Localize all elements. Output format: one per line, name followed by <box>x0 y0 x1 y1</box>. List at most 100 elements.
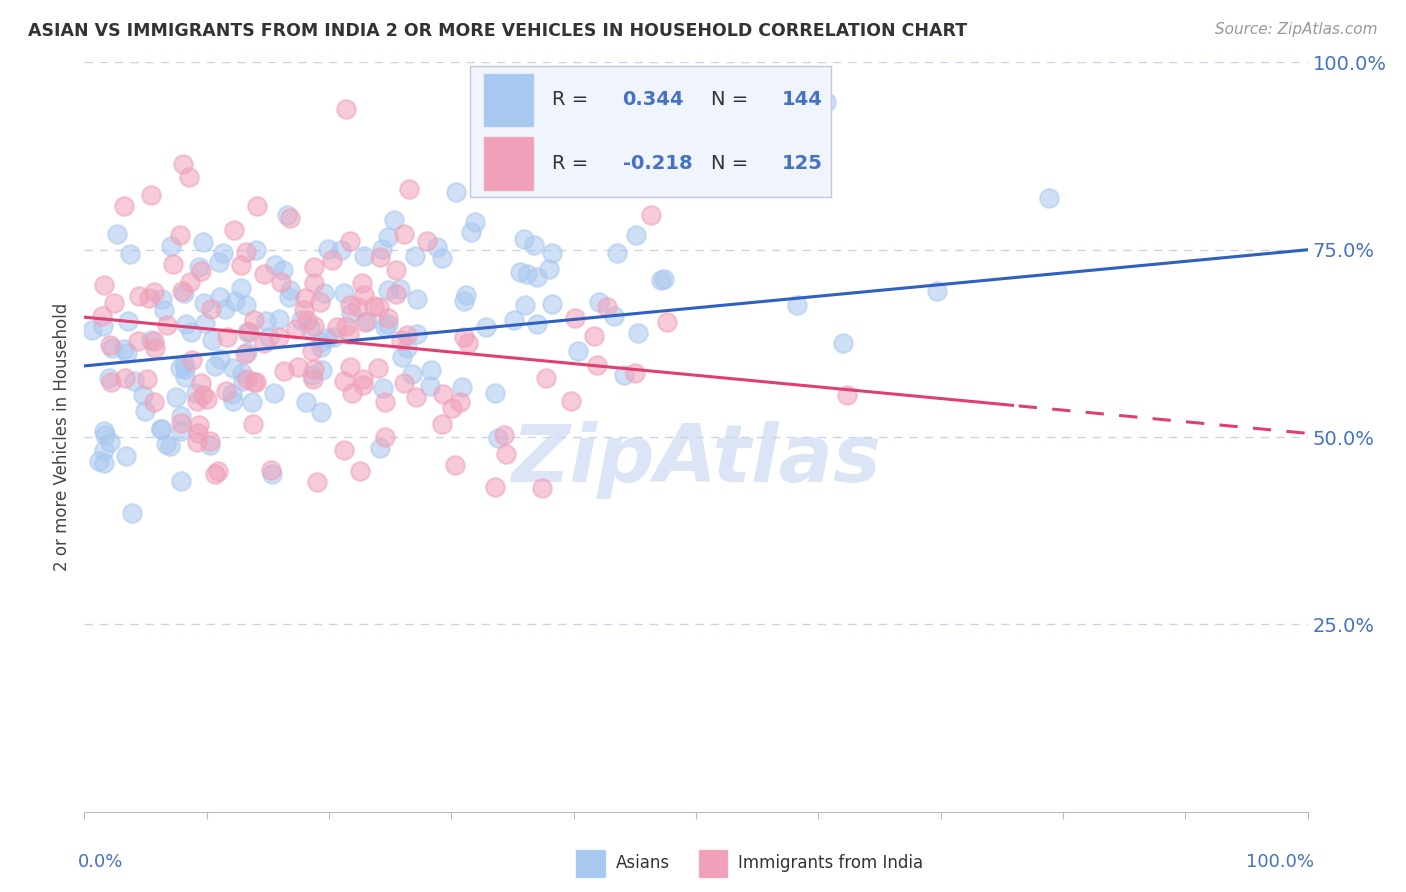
Point <box>143 341 166 355</box>
Point <box>512 232 534 246</box>
Point <box>430 251 453 265</box>
Point <box>531 481 554 495</box>
Point <box>212 246 235 260</box>
Text: 125: 125 <box>782 154 823 173</box>
Point <box>377 317 399 331</box>
Point <box>245 243 267 257</box>
Point <box>242 313 264 327</box>
Point <box>606 246 628 260</box>
Point <box>322 329 344 343</box>
Point <box>94 427 117 442</box>
Point <box>254 314 277 328</box>
Point <box>181 353 204 368</box>
Text: R =: R = <box>551 90 595 110</box>
Point <box>368 300 391 314</box>
Point <box>657 315 679 329</box>
Point <box>333 443 356 458</box>
Point <box>117 346 139 360</box>
Point <box>613 368 636 383</box>
Point <box>190 376 212 390</box>
Point <box>284 322 307 336</box>
Point <box>377 311 399 326</box>
Point <box>309 405 332 419</box>
Point <box>398 182 420 196</box>
Point <box>170 409 193 423</box>
Point <box>204 467 226 481</box>
Point <box>214 384 236 399</box>
Point <box>263 386 285 401</box>
Point <box>349 463 371 477</box>
Point <box>295 313 318 327</box>
Point <box>190 264 212 278</box>
Point <box>240 395 263 409</box>
Point <box>396 328 419 343</box>
Point <box>229 258 252 272</box>
Point <box>235 244 257 259</box>
Point <box>416 234 439 248</box>
Point <box>208 255 231 269</box>
Point <box>195 392 218 407</box>
Point <box>650 273 672 287</box>
Point <box>98 338 121 352</box>
Point <box>837 388 859 402</box>
Point <box>267 312 290 326</box>
Point <box>252 267 274 281</box>
Point <box>453 330 475 344</box>
Point <box>352 372 374 386</box>
Point <box>194 316 217 330</box>
Point <box>200 302 222 317</box>
Point <box>242 417 264 431</box>
Point <box>484 480 506 494</box>
Point <box>486 432 509 446</box>
Point <box>169 361 191 376</box>
Point <box>174 362 197 376</box>
Point <box>191 388 214 402</box>
Point <box>128 289 150 303</box>
Point <box>586 358 609 372</box>
Point <box>444 185 467 199</box>
Point <box>184 386 207 401</box>
Point <box>271 263 294 277</box>
Bar <box>484 74 533 126</box>
Point <box>304 362 326 376</box>
Point <box>105 227 128 241</box>
Point <box>91 319 114 334</box>
Point <box>150 293 173 307</box>
Point <box>385 286 408 301</box>
Text: R =: R = <box>551 154 595 173</box>
Point <box>340 305 363 319</box>
Point <box>392 227 415 241</box>
Point <box>135 372 157 386</box>
Point <box>150 422 173 436</box>
Point <box>142 334 165 348</box>
Point <box>186 394 208 409</box>
Point <box>179 276 201 290</box>
Point <box>143 285 166 300</box>
Point <box>624 228 647 243</box>
Point <box>187 260 209 274</box>
Point <box>93 278 115 293</box>
Point <box>624 366 647 380</box>
Point <box>170 284 193 298</box>
Point <box>138 291 160 305</box>
Text: N =: N = <box>710 90 754 110</box>
Point <box>301 343 323 358</box>
Text: ASIAN VS IMMIGRANTS FROM INDIA 2 OR MORE VEHICLES IN HOUSEHOLD CORRELATION CHART: ASIAN VS IMMIGRANTS FROM INDIA 2 OR MORE… <box>28 22 967 40</box>
Point <box>567 343 589 358</box>
Point <box>453 293 475 308</box>
Point <box>495 447 517 461</box>
Point <box>312 285 335 300</box>
Point <box>484 386 506 401</box>
Point <box>515 298 537 312</box>
Point <box>276 208 298 222</box>
Point <box>264 258 287 272</box>
Point <box>353 315 375 329</box>
Point <box>419 378 441 392</box>
Text: -0.218: -0.218 <box>623 154 692 173</box>
Point <box>169 227 191 242</box>
Point <box>335 318 357 333</box>
Point <box>316 331 339 345</box>
Point <box>173 370 195 384</box>
Point <box>173 357 195 371</box>
Point <box>221 386 243 401</box>
